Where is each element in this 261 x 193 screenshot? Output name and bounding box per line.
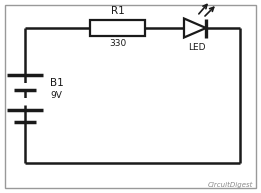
Text: B1: B1 xyxy=(50,78,64,88)
Text: R1: R1 xyxy=(111,6,124,16)
Polygon shape xyxy=(184,19,206,37)
Text: 330: 330 xyxy=(109,39,126,48)
FancyBboxPatch shape xyxy=(90,20,145,36)
Text: 9V: 9V xyxy=(50,91,62,100)
Text: LED: LED xyxy=(188,42,206,52)
Text: CircuitDigest: CircuitDigest xyxy=(207,182,253,188)
